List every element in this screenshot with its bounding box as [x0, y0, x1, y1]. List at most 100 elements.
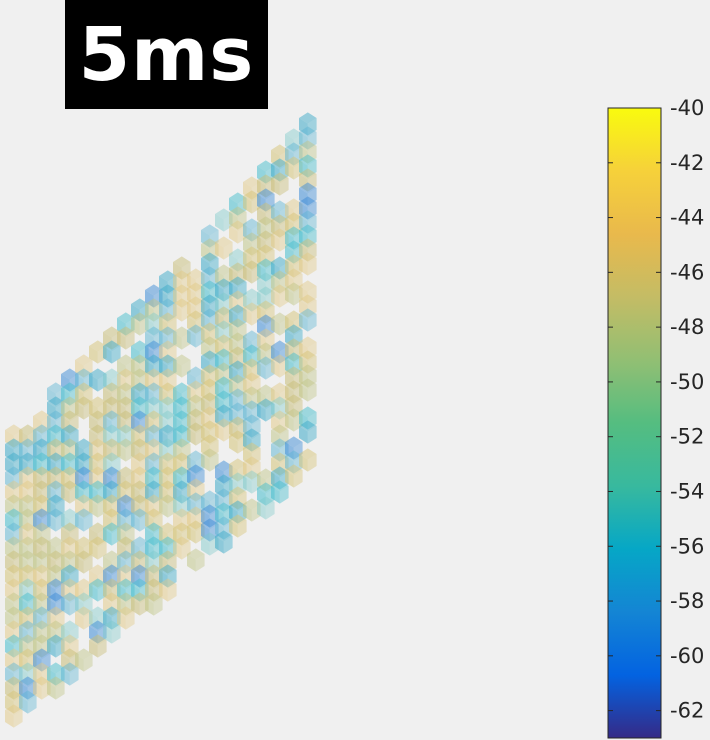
- voxel: [33, 522, 51, 546]
- voxel: [33, 410, 51, 434]
- voxel: [89, 452, 107, 476]
- voxel: [299, 308, 317, 332]
- voxel: [243, 442, 261, 466]
- voxel: [299, 126, 317, 150]
- voxel: [145, 410, 163, 434]
- colorbar-tick-label: -44: [670, 206, 704, 230]
- voxel: [47, 620, 65, 644]
- voxel: [61, 508, 79, 532]
- voxel: [117, 550, 135, 574]
- voxel: [33, 494, 51, 518]
- voxel: [159, 466, 177, 490]
- voxel: [243, 414, 261, 438]
- voxel: [19, 690, 37, 714]
- voxel: [285, 464, 303, 488]
- voxel: [103, 606, 121, 630]
- voxel: [243, 260, 261, 284]
- voxel: [243, 428, 261, 452]
- voxel: [187, 380, 205, 404]
- voxel: [299, 182, 317, 206]
- voxel: [215, 236, 233, 260]
- title-badge: 5ms: [65, 0, 268, 109]
- voxel: [89, 410, 107, 434]
- voxel: [61, 634, 79, 658]
- voxel: [229, 486, 247, 510]
- voxel: [257, 496, 275, 520]
- voxel: [229, 360, 247, 384]
- voxel: [299, 336, 317, 360]
- voxel: [229, 472, 247, 496]
- voxel: [61, 452, 79, 476]
- voxel: [299, 406, 317, 430]
- voxel: [201, 392, 219, 416]
- voxel: [257, 188, 275, 212]
- voxel: [75, 438, 93, 462]
- chart-title: 5ms: [78, 11, 255, 98]
- voxel: [173, 424, 191, 448]
- voxel: [159, 494, 177, 518]
- voxel: [299, 280, 317, 304]
- voxel: [19, 620, 37, 644]
- voxel: [215, 376, 233, 400]
- voxel: [19, 522, 37, 546]
- voxel: [229, 416, 247, 440]
- voxel: [33, 536, 51, 560]
- voxel: [33, 452, 51, 476]
- voxel: [103, 466, 121, 490]
- voxel: [19, 564, 37, 588]
- voxel: [5, 578, 23, 602]
- voxel: [243, 358, 261, 382]
- colorbar-tick-label: -52: [670, 425, 704, 449]
- voxel: [117, 494, 135, 518]
- voxel: [257, 356, 275, 380]
- voxel: [75, 550, 93, 574]
- voxel: [5, 662, 23, 686]
- voxel: [285, 394, 303, 418]
- voxel: [243, 498, 261, 522]
- voxel: [159, 578, 177, 602]
- voxel: [89, 396, 107, 420]
- voxel: [47, 606, 65, 630]
- voxel: [145, 438, 163, 462]
- voxel: [33, 648, 51, 672]
- voxel: [299, 364, 317, 388]
- voxel: [299, 210, 317, 234]
- voxel: [173, 452, 191, 476]
- voxel: [89, 620, 107, 644]
- voxel: [201, 336, 219, 360]
- voxel: [229, 318, 247, 342]
- voxel: [117, 480, 135, 504]
- voxel: [145, 326, 163, 350]
- voxel: [229, 262, 247, 286]
- voxel: [47, 494, 65, 518]
- voxel: [47, 662, 65, 686]
- voxel: [33, 676, 51, 700]
- voxel: [47, 564, 65, 588]
- voxel: [47, 410, 65, 434]
- voxel: [145, 592, 163, 616]
- voxel: [229, 290, 247, 314]
- colorbar-tick-label: -54: [670, 479, 704, 503]
- colorbar-tick-label: -56: [670, 534, 704, 558]
- voxel: [159, 368, 177, 392]
- voxel: [299, 294, 317, 318]
- voxel: [187, 548, 205, 572]
- voxel: [131, 368, 149, 392]
- voxel: [103, 340, 121, 364]
- voxel: [33, 662, 51, 686]
- voxel: [61, 592, 79, 616]
- voxel: [201, 420, 219, 444]
- voxel: [159, 550, 177, 574]
- colorbar-tick-label: -50: [670, 370, 704, 394]
- voxel: [201, 280, 219, 304]
- voxel: [75, 508, 93, 532]
- voxel: [257, 314, 275, 338]
- voxel: [243, 456, 261, 480]
- voxel: [299, 350, 317, 374]
- voxel: [285, 310, 303, 334]
- voxel: [61, 662, 79, 686]
- voxel: [75, 606, 93, 630]
- voxel: [89, 536, 107, 560]
- voxel: [61, 564, 79, 588]
